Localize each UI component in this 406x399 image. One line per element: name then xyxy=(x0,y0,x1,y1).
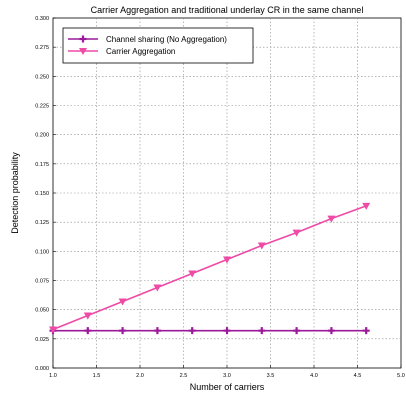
data-point xyxy=(292,229,301,237)
legend-marker xyxy=(79,35,87,43)
y-tick-label: 0.025 xyxy=(35,337,49,343)
data-point xyxy=(258,327,266,335)
y-tick-label: 0.175 xyxy=(35,162,49,168)
legend-marker xyxy=(79,48,87,55)
legend-entry: Channel sharing (No Aggregation) xyxy=(68,35,227,44)
data-point xyxy=(327,215,336,223)
y-tick-label: 0.300 xyxy=(35,16,49,22)
x-tick-label: 1.5 xyxy=(93,373,101,379)
x-tick-label: 1.0 xyxy=(49,373,57,379)
data-point xyxy=(188,270,197,278)
y-tick-label: 0.000 xyxy=(35,366,49,372)
axis-ticks: 1.0 1.5 2.0 2.5 3.0 3.5 4.0 4.5 5.0 0.000 0.025 0.0… xyxy=(35,16,405,379)
data-point xyxy=(84,327,92,335)
data-point xyxy=(49,326,57,334)
x-tick-label: 2.0 xyxy=(136,373,144,379)
data-point xyxy=(257,242,266,250)
x-tick-label: 5.0 xyxy=(397,373,405,379)
x-tick-label: 2.5 xyxy=(180,373,188,379)
y-tick-label: 0.250 xyxy=(35,74,49,80)
y-tick-label: 0.100 xyxy=(35,249,49,255)
data-point xyxy=(223,327,231,335)
x-tick-label: 4.5 xyxy=(354,373,362,379)
series-1 xyxy=(49,202,371,334)
data-point xyxy=(118,298,127,306)
y-tick-label: 0.075 xyxy=(35,279,49,285)
legend-label: Channel sharing (No Aggregation) xyxy=(106,35,227,44)
data-point xyxy=(362,202,371,210)
y-tick-label: 0.150 xyxy=(35,191,49,197)
x-tick-label: 3.0 xyxy=(223,373,231,379)
data-point xyxy=(362,327,370,335)
x-tick-label: 4.0 xyxy=(310,373,318,379)
data-point xyxy=(119,327,127,335)
legend: Channel sharing (No Aggregation) Carrier … xyxy=(62,27,254,64)
grid xyxy=(53,18,401,368)
y-tick-label: 0.275 xyxy=(35,45,49,51)
y-tick-label: 0.125 xyxy=(35,220,49,226)
x-tick-label: 3.5 xyxy=(267,373,275,379)
series-line xyxy=(52,205,367,331)
legend-label: Carrier Aggregation xyxy=(106,47,175,56)
legend-entry: Carrier Aggregation xyxy=(68,47,175,56)
y-tick-label: 0.050 xyxy=(35,308,49,314)
legend-box xyxy=(62,27,254,64)
y-tick-label: 0.200 xyxy=(35,133,49,139)
data-point xyxy=(293,327,301,335)
data-point xyxy=(327,327,335,335)
y-tick-label: 0.225 xyxy=(35,104,49,110)
chart-title: Carrier Aggregation and traditional unde… xyxy=(91,5,364,15)
y-axis-label: Detection probability xyxy=(10,152,20,234)
data-point xyxy=(188,327,196,335)
series-layer xyxy=(49,202,371,335)
data-point xyxy=(223,256,231,264)
data-point xyxy=(153,327,161,335)
data-point xyxy=(153,284,162,292)
x-axis-label: Number of carriers xyxy=(190,382,265,392)
data-point xyxy=(83,312,92,320)
